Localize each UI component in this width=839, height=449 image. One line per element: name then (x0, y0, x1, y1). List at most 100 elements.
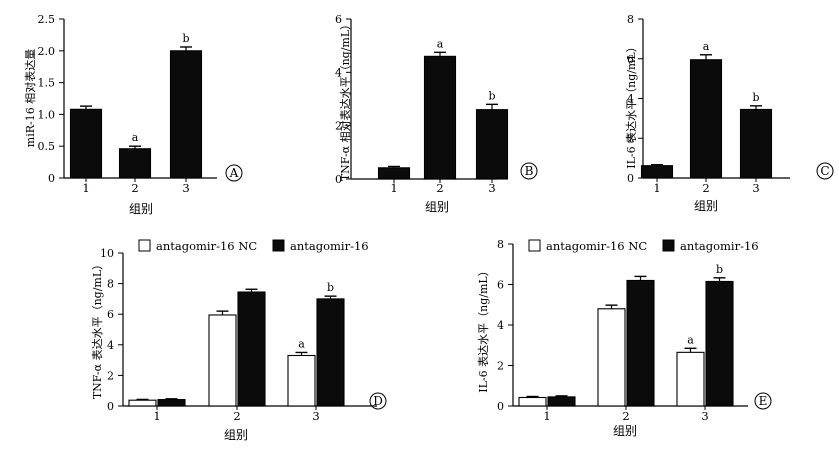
y-axis-label: miR-16 相对表达量 (23, 49, 37, 147)
y-tick-label: 6 (497, 279, 504, 292)
x-tick-label: 2 (233, 409, 240, 423)
y-tick-label: 6 (627, 53, 634, 66)
y-tick-label: 0 (627, 172, 634, 185)
y-tick-label: 0 (335, 173, 342, 186)
x-axis-label: 组别 (129, 202, 153, 216)
x-axis-label: 组别 (694, 199, 718, 213)
y-tick-label: 8 (107, 278, 114, 291)
x-tick-label: 3 (312, 409, 319, 423)
significance-label: b (182, 32, 189, 45)
y-tick-label: 6 (335, 13, 342, 26)
x-tick-label: 3 (488, 181, 495, 195)
bar-value (689, 59, 723, 179)
x-tick-label: 3 (752, 181, 759, 195)
y-axis-label: TNF-α 相对表达水平（ng/mL） (338, 19, 352, 181)
significance-label: b (488, 89, 495, 102)
y-axis-label: IL-6 表达水平（ng/mL） (624, 41, 638, 168)
bar-value (739, 108, 773, 179)
bar-value (475, 109, 509, 180)
y-tick-label: 0 (497, 400, 504, 413)
x-axis-label: 组别 (224, 428, 248, 442)
x-tick-label: 3 (701, 409, 708, 423)
y-tick-label: 1.0 (38, 108, 56, 121)
x-tick-label: 1 (390, 181, 397, 195)
significance-label: a (703, 40, 710, 53)
bar-value (377, 167, 411, 180)
legend-label: antagomir-16 NC (546, 239, 647, 253)
y-tick-label: 2.0 (38, 45, 56, 58)
y-tick-label: 8 (497, 238, 504, 251)
y-tick-label: 2 (497, 360, 504, 373)
legend-swatch (528, 239, 541, 252)
y-tick-label: 2.5 (38, 13, 56, 26)
bar-value (423, 55, 457, 180)
panel-badge-circle (225, 164, 243, 182)
bar-nc (518, 396, 547, 407)
bar-value (69, 108, 103, 179)
panel-badge-circle (816, 162, 834, 180)
y-tick-label: 4 (497, 319, 504, 332)
y-tick-label: 0 (107, 400, 114, 413)
bar-nc (208, 314, 237, 407)
bar-antagomir (237, 291, 266, 407)
y-tick-label: 2 (627, 132, 634, 145)
bar-antagomir (157, 399, 186, 407)
legend-label: antagomir-16 NC (156, 239, 257, 253)
y-tick-label: 4 (627, 93, 634, 106)
legend-swatch (662, 239, 675, 252)
panel-letter: D (373, 394, 383, 408)
x-tick-label: 2 (622, 409, 629, 423)
panel-letter: A (229, 166, 239, 180)
bar-nc (128, 399, 157, 407)
y-tick-label: 8 (627, 13, 634, 26)
legend-swatch (138, 239, 151, 252)
panel-badge-circle (754, 392, 772, 410)
significance-label: a (437, 37, 444, 50)
y-tick-label: 2 (107, 369, 114, 382)
x-axis-label: 组别 (425, 200, 449, 214)
significance-label: b (327, 281, 334, 294)
x-axis-label: 组别 (613, 424, 637, 438)
x-tick-label: 2 (702, 181, 709, 195)
bar-antagomir (316, 298, 345, 407)
legend-label: antagomir-16 (290, 239, 369, 253)
bar-nc (287, 354, 316, 407)
bar-value (640, 165, 674, 179)
y-axis-label: TNF-α 表达水平（ng/mL） (90, 259, 104, 399)
y-axis-label: IL-6 表达水平（ng/mL） (476, 265, 490, 392)
legend-swatch (272, 239, 285, 252)
bar-nc (676, 351, 705, 407)
y-tick-label: 0 (48, 172, 55, 185)
y-tick-label: 10 (100, 247, 114, 260)
y-tick-label: 6 (107, 308, 114, 321)
significance-label: a (298, 337, 305, 350)
bar-antagomir (626, 279, 655, 407)
bar-antagomir (547, 396, 576, 407)
legend-label: antagomir-16 (680, 239, 759, 253)
x-tick-label: 1 (82, 181, 89, 195)
significance-label: b (716, 263, 723, 276)
significance-label: a (132, 131, 139, 144)
y-tick-label: 4 (335, 66, 342, 79)
chart-panel-e: 0 2 4 6 8 1 2 3 a b IL-6 表达水平（ng/mL） 组别 Eantagomir-1… (476, 238, 772, 438)
panel-letter: B (525, 164, 534, 178)
y-tick-label: 0.5 (38, 140, 56, 153)
x-tick-label: 1 (543, 409, 550, 423)
bar-value (169, 50, 203, 179)
panel-badge-circle (520, 162, 538, 180)
bar-nc (597, 308, 626, 407)
significance-label: b (752, 91, 759, 104)
significance-label: a (687, 333, 694, 346)
chart-panel-b: 0 2 4 6 1 2 3 a b TNF-α 相对表达水平（ng/mL） 组别 B (335, 13, 538, 214)
x-tick-label: 2 (436, 181, 443, 195)
x-tick-label: 2 (131, 181, 138, 195)
chart-panel-c: 0 2 4 6 8 1 2 3 a b IL-6 表达水平（ng/mL） 组别 C (624, 13, 834, 213)
bar-antagomir (705, 280, 734, 407)
panel-letter: C (820, 164, 829, 178)
y-tick-label: 2 (335, 120, 342, 133)
x-tick-label: 1 (153, 409, 160, 423)
panel-badge-circle (369, 392, 387, 410)
